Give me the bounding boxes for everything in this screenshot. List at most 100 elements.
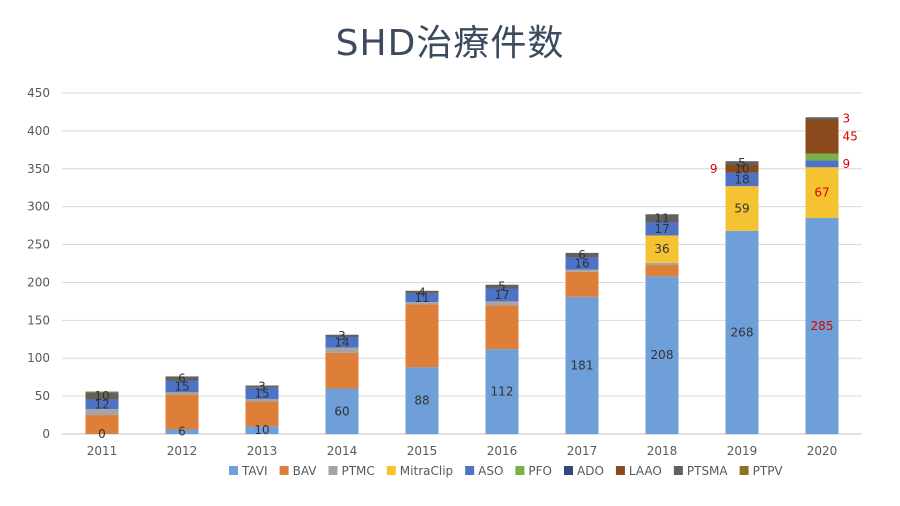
bar-ptmc-2016 bbox=[485, 301, 519, 306]
bar-pfo-2020 bbox=[805, 153, 839, 161]
data-label: 10 bbox=[254, 423, 269, 437]
y-tick-label: 0 bbox=[42, 427, 50, 441]
bar-tavi-2012 bbox=[165, 429, 199, 434]
bar-aso-2011 bbox=[85, 399, 119, 409]
y-tick-label: 50 bbox=[35, 389, 50, 403]
legend-swatch-tavi bbox=[229, 466, 238, 475]
data-label: 5 bbox=[738, 156, 746, 170]
bar-mitraclip-2020 bbox=[805, 167, 839, 219]
bar-tavi-2014 bbox=[325, 388, 359, 434]
data-label: 60 bbox=[334, 404, 349, 418]
bar-ptmc-2018 bbox=[645, 262, 679, 266]
bar-aso-2012 bbox=[165, 380, 199, 393]
data-label: 0 bbox=[98, 427, 106, 441]
legend-label-pfo: PFO bbox=[528, 464, 552, 478]
bar-tavi-2015 bbox=[405, 367, 439, 434]
x-tick-label: 2018 bbox=[647, 444, 678, 458]
data-label: 112 bbox=[491, 385, 514, 399]
data-label: 11 bbox=[414, 291, 429, 305]
bar-bav-2013 bbox=[245, 401, 279, 427]
bar-aso-2013 bbox=[245, 387, 279, 400]
data-label: 12 bbox=[94, 397, 109, 411]
bar-ptmc-2011 bbox=[85, 408, 119, 416]
y-tick-label: 350 bbox=[27, 162, 50, 176]
data-label: 208 bbox=[651, 348, 674, 362]
bar-ptsma-2018 bbox=[645, 214, 679, 223]
data-label: 59 bbox=[734, 202, 749, 216]
bar-ptsma-2011 bbox=[85, 392, 119, 400]
bar-ptsma-2016 bbox=[485, 284, 519, 289]
data-label: 67 bbox=[814, 186, 829, 200]
bar-ptmc-2013 bbox=[245, 399, 279, 402]
bar-tavi-2016 bbox=[485, 349, 519, 434]
bar-ptmc-2017 bbox=[565, 269, 599, 272]
legend-swatch-bav bbox=[279, 466, 289, 475]
data-label: 11 bbox=[654, 211, 669, 225]
bar-bav-2018 bbox=[645, 265, 679, 277]
x-tick-label: 2019 bbox=[727, 444, 758, 458]
data-label: 10 bbox=[94, 389, 109, 403]
y-tick-label: 100 bbox=[27, 351, 50, 365]
legend-swatch-ado bbox=[564, 466, 574, 475]
x-tick-label: 2016 bbox=[487, 444, 518, 458]
x-tick-label: 2012 bbox=[167, 444, 198, 458]
data-label: 10 bbox=[734, 162, 749, 176]
bar-tavi-2019 bbox=[725, 230, 759, 434]
data-label: 5 bbox=[498, 280, 506, 294]
y-tick-label: 150 bbox=[27, 313, 50, 327]
data-label: 285 bbox=[811, 319, 834, 333]
legend-label-laao: LAAO bbox=[629, 464, 662, 478]
legend-label-ptpv: PTPV bbox=[753, 464, 784, 478]
data-label: 17 bbox=[494, 288, 509, 302]
legend-swatch-ptmc bbox=[328, 466, 338, 475]
y-tick-label: 250 bbox=[27, 238, 50, 252]
legend-swatch-ptsma bbox=[673, 466, 683, 475]
data-label: 4 bbox=[418, 285, 426, 299]
data-label: 3 bbox=[843, 111, 851, 125]
bar-bav-2016 bbox=[485, 305, 519, 350]
data-label: 15 bbox=[254, 386, 269, 400]
data-label: 3 bbox=[258, 380, 266, 394]
bar-mitraclip-2018 bbox=[645, 235, 679, 263]
bar-ptsma-2013 bbox=[245, 385, 279, 388]
data-label: 9 bbox=[843, 157, 851, 171]
bar-ptmc-2012 bbox=[165, 392, 199, 395]
bar-tavi-2017 bbox=[565, 296, 599, 434]
bar-ptsma-2015 bbox=[405, 290, 439, 294]
bar-aso-2019 bbox=[725, 172, 759, 187]
x-tick-label: 2014 bbox=[327, 444, 358, 458]
legend-swatch-pfo bbox=[515, 466, 525, 475]
data-label: 6 bbox=[578, 248, 586, 262]
y-tick-label: 200 bbox=[27, 275, 50, 289]
data-label: 16 bbox=[574, 257, 589, 271]
data-label: 3 bbox=[338, 329, 346, 343]
bar-aso-2017 bbox=[565, 257, 599, 270]
legend-label-ado: ADO bbox=[577, 464, 604, 478]
bar-bav-2011 bbox=[85, 415, 119, 434]
bar-mitraclip-2019 bbox=[725, 186, 759, 231]
x-tick-label: 2015 bbox=[407, 444, 438, 458]
bar-laao-2020 bbox=[805, 119, 839, 154]
bar-aso-2020 bbox=[805, 160, 839, 168]
data-label: 45 bbox=[843, 130, 858, 144]
bar-ptmc-2014 bbox=[325, 347, 359, 353]
bar-ptmc-2015 bbox=[405, 302, 439, 305]
bar-ptpv-2011 bbox=[85, 391, 119, 393]
data-label: 17 bbox=[654, 222, 669, 236]
bar-bav-2017 bbox=[565, 271, 599, 297]
y-tick-label: 400 bbox=[27, 124, 50, 138]
legend-label-ptsma: PTSMA bbox=[687, 464, 729, 478]
data-label: 268 bbox=[731, 325, 754, 339]
legend-swatch-ptpv bbox=[739, 466, 749, 475]
bar-tavi-2020 bbox=[805, 218, 839, 434]
x-tick-label: 2020 bbox=[807, 444, 838, 458]
data-label: 36 bbox=[654, 242, 669, 256]
bar-aso-2016 bbox=[485, 288, 519, 302]
y-tick-label: 450 bbox=[27, 86, 50, 100]
data-label: 9 bbox=[710, 162, 718, 176]
legend-swatch-mitraclip bbox=[386, 466, 396, 475]
bar-ptsma-2019 bbox=[725, 161, 759, 165]
x-tick-label: 2017 bbox=[567, 444, 598, 458]
bar-aso-2015 bbox=[405, 293, 439, 303]
